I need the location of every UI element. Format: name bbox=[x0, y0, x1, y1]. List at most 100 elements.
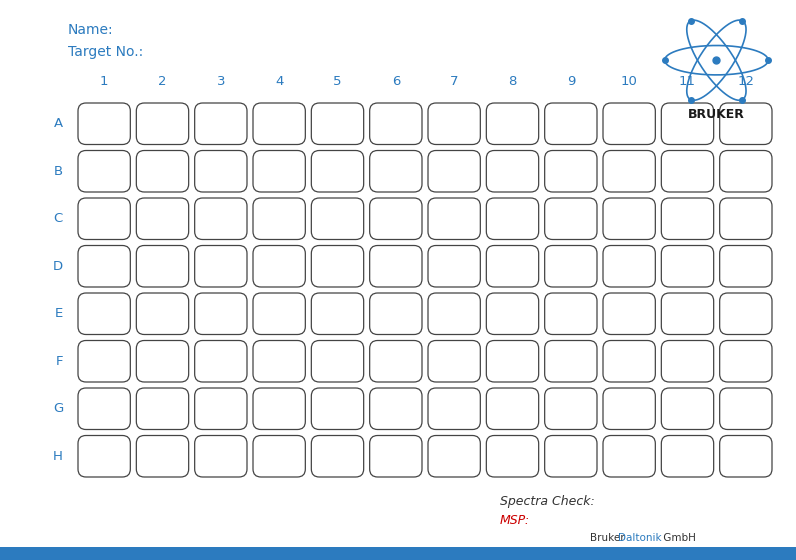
FancyBboxPatch shape bbox=[603, 436, 655, 477]
FancyBboxPatch shape bbox=[720, 340, 772, 382]
FancyBboxPatch shape bbox=[428, 340, 480, 382]
FancyBboxPatch shape bbox=[603, 151, 655, 192]
FancyBboxPatch shape bbox=[486, 198, 539, 240]
FancyBboxPatch shape bbox=[253, 151, 306, 192]
FancyBboxPatch shape bbox=[253, 436, 306, 477]
FancyBboxPatch shape bbox=[661, 293, 714, 334]
FancyBboxPatch shape bbox=[195, 151, 247, 192]
FancyBboxPatch shape bbox=[486, 436, 539, 477]
Text: 11: 11 bbox=[679, 75, 696, 88]
FancyBboxPatch shape bbox=[428, 436, 480, 477]
FancyBboxPatch shape bbox=[661, 436, 714, 477]
Text: 8: 8 bbox=[509, 75, 517, 88]
Text: Spectra Check:: Spectra Check: bbox=[500, 496, 595, 508]
FancyBboxPatch shape bbox=[253, 340, 306, 382]
FancyBboxPatch shape bbox=[78, 340, 131, 382]
FancyBboxPatch shape bbox=[603, 340, 655, 382]
FancyBboxPatch shape bbox=[720, 436, 772, 477]
FancyBboxPatch shape bbox=[311, 103, 364, 144]
FancyBboxPatch shape bbox=[486, 293, 539, 334]
FancyBboxPatch shape bbox=[720, 388, 772, 430]
FancyBboxPatch shape bbox=[486, 103, 539, 144]
FancyBboxPatch shape bbox=[195, 340, 247, 382]
FancyBboxPatch shape bbox=[311, 293, 364, 334]
FancyBboxPatch shape bbox=[428, 388, 480, 430]
FancyBboxPatch shape bbox=[136, 388, 189, 430]
FancyBboxPatch shape bbox=[369, 340, 422, 382]
Text: 5: 5 bbox=[334, 75, 341, 88]
Text: C: C bbox=[54, 212, 63, 225]
FancyBboxPatch shape bbox=[544, 388, 597, 430]
Text: Bruker: Bruker bbox=[590, 533, 628, 543]
Text: H: H bbox=[53, 450, 63, 463]
FancyBboxPatch shape bbox=[78, 103, 131, 144]
FancyBboxPatch shape bbox=[253, 293, 306, 334]
Text: BRUKER: BRUKER bbox=[688, 108, 745, 121]
FancyBboxPatch shape bbox=[253, 198, 306, 240]
FancyBboxPatch shape bbox=[195, 198, 247, 240]
FancyBboxPatch shape bbox=[253, 388, 306, 430]
FancyBboxPatch shape bbox=[136, 151, 189, 192]
FancyBboxPatch shape bbox=[428, 198, 480, 240]
Text: 7: 7 bbox=[450, 75, 458, 88]
FancyBboxPatch shape bbox=[428, 103, 480, 144]
FancyBboxPatch shape bbox=[369, 388, 422, 430]
FancyBboxPatch shape bbox=[661, 103, 714, 144]
FancyBboxPatch shape bbox=[369, 103, 422, 144]
FancyBboxPatch shape bbox=[603, 293, 655, 334]
FancyBboxPatch shape bbox=[720, 103, 772, 144]
Text: 1: 1 bbox=[100, 75, 108, 88]
FancyBboxPatch shape bbox=[603, 245, 655, 287]
FancyBboxPatch shape bbox=[428, 151, 480, 192]
Text: 10: 10 bbox=[621, 75, 638, 88]
Text: E: E bbox=[55, 307, 63, 320]
FancyBboxPatch shape bbox=[661, 151, 714, 192]
FancyBboxPatch shape bbox=[369, 151, 422, 192]
FancyBboxPatch shape bbox=[661, 340, 714, 382]
FancyBboxPatch shape bbox=[78, 245, 131, 287]
Text: G: G bbox=[53, 402, 63, 416]
FancyBboxPatch shape bbox=[136, 293, 189, 334]
FancyBboxPatch shape bbox=[78, 151, 131, 192]
FancyBboxPatch shape bbox=[195, 388, 247, 430]
FancyBboxPatch shape bbox=[253, 103, 306, 144]
FancyBboxPatch shape bbox=[544, 293, 597, 334]
Text: Target No.:: Target No.: bbox=[68, 45, 143, 59]
FancyBboxPatch shape bbox=[136, 436, 189, 477]
FancyBboxPatch shape bbox=[195, 245, 247, 287]
FancyBboxPatch shape bbox=[544, 151, 597, 192]
FancyBboxPatch shape bbox=[78, 293, 131, 334]
Text: Daltonik: Daltonik bbox=[618, 533, 661, 543]
FancyBboxPatch shape bbox=[369, 245, 422, 287]
Text: 3: 3 bbox=[217, 75, 225, 88]
Text: MSP:: MSP: bbox=[500, 514, 530, 526]
FancyBboxPatch shape bbox=[136, 198, 189, 240]
FancyBboxPatch shape bbox=[311, 151, 364, 192]
Text: 12: 12 bbox=[737, 75, 755, 88]
FancyBboxPatch shape bbox=[311, 436, 364, 477]
FancyBboxPatch shape bbox=[544, 198, 597, 240]
FancyBboxPatch shape bbox=[720, 198, 772, 240]
FancyBboxPatch shape bbox=[136, 340, 189, 382]
FancyBboxPatch shape bbox=[720, 245, 772, 287]
FancyBboxPatch shape bbox=[195, 103, 247, 144]
FancyBboxPatch shape bbox=[428, 293, 480, 334]
FancyBboxPatch shape bbox=[603, 388, 655, 430]
FancyBboxPatch shape bbox=[369, 198, 422, 240]
FancyBboxPatch shape bbox=[253, 245, 306, 287]
FancyBboxPatch shape bbox=[544, 103, 597, 144]
Text: 4: 4 bbox=[275, 75, 283, 88]
FancyBboxPatch shape bbox=[661, 245, 714, 287]
FancyBboxPatch shape bbox=[311, 245, 364, 287]
FancyBboxPatch shape bbox=[311, 388, 364, 430]
Bar bbox=[0, 547, 796, 560]
Text: D: D bbox=[53, 260, 63, 273]
FancyBboxPatch shape bbox=[78, 436, 131, 477]
Text: 6: 6 bbox=[392, 75, 400, 88]
FancyBboxPatch shape bbox=[195, 293, 247, 334]
FancyBboxPatch shape bbox=[603, 198, 655, 240]
FancyBboxPatch shape bbox=[369, 293, 422, 334]
FancyBboxPatch shape bbox=[486, 245, 539, 287]
FancyBboxPatch shape bbox=[78, 198, 131, 240]
FancyBboxPatch shape bbox=[486, 340, 539, 382]
